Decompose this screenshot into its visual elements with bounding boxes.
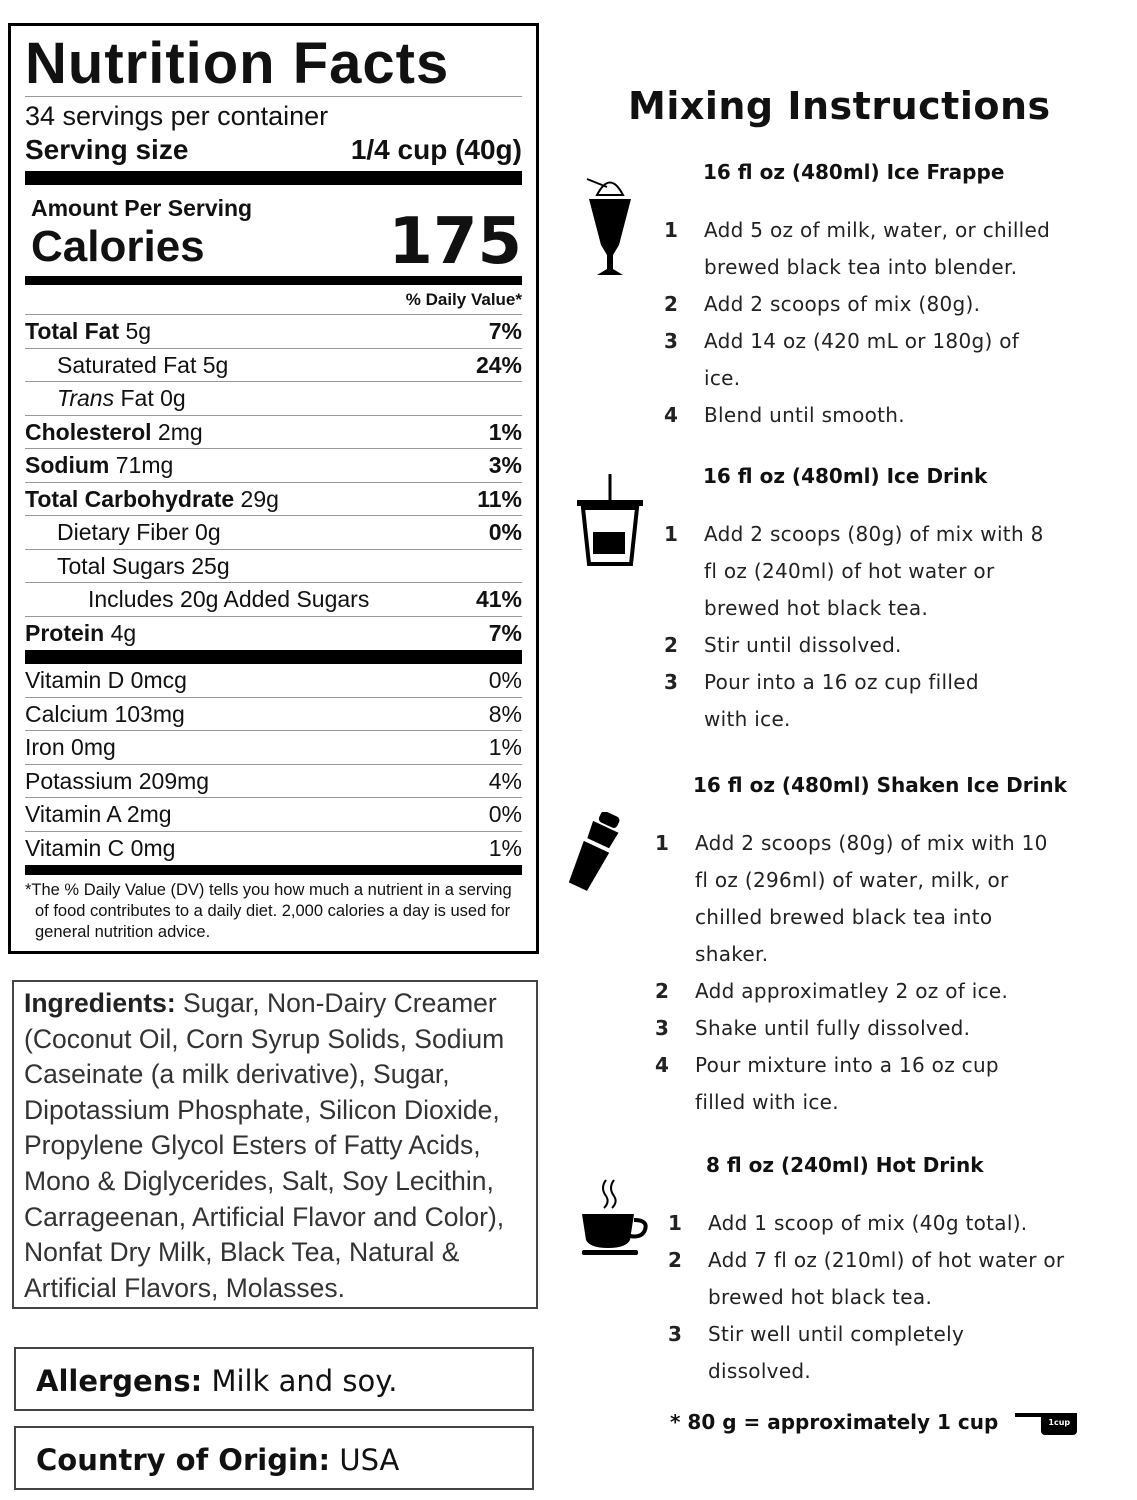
vitamin-row: Iron 0mg 1% <box>25 731 522 765</box>
step: 3 Pour into a 16 oz cup filled with ice. <box>664 670 979 731</box>
vitamin-row: Calcium 103mg 8% <box>25 698 522 731</box>
hot-drink-section: 8 fl oz (240ml) Hot Drink 1 Add 1 scoop o… <box>668 1153 1093 1390</box>
step: 2 Add 2 scoops of mix (80g). <box>664 292 981 316</box>
daily-value-footnote: *The % Daily Value (DV) tells you how mu… <box>25 881 512 941</box>
shaker-icon <box>568 812 620 891</box>
note-text: * 80 g = approximately 1 cup <box>670 1410 999 1434</box>
frappe-section: 16 fl oz (480ml) Ice Frappe 1 Add 5 oz of… <box>664 160 1089 434</box>
section-heading: 16 fl oz (480ml) Ice Frappe <box>703 160 1005 184</box>
allergens-box: Allergens: Milk and soy. <box>14 1347 534 1411</box>
allergens-label: Allergens: <box>36 1364 203 1398</box>
ingredients-text: Sugar, Non-Dairy Creamer (Coconut Oil, C… <box>24 988 505 1303</box>
allergens-text: Milk and soy. <box>202 1364 398 1398</box>
divider <box>25 865 522 875</box>
origin-text: USA <box>330 1443 400 1477</box>
ingredients-label: Ingredients: <box>24 988 176 1018</box>
step: 2 Add approximatley 2 oz of ice. <box>655 979 1009 1003</box>
step: 4 Blend until smooth. <box>664 403 905 427</box>
step: 2 Add 7 fl oz (210ml) of hot water or bre… <box>668 1248 1065 1309</box>
mixing-title: Mixing Instructions <box>628 84 1051 128</box>
vitamin-row: Potassium 209mg 4% <box>25 765 522 798</box>
step: 2 Stir until dissolved. <box>664 633 902 657</box>
calories-value: 175 <box>388 205 522 279</box>
step: 3 Shake until fully dissolved. <box>655 1016 971 1040</box>
serving-size-label: Serving size <box>25 134 189 165</box>
servings-per-container: 34 servings per container <box>25 101 329 131</box>
step: 1 Add 2 scoops (80g) of mix with 8 fl oz … <box>664 522 1044 620</box>
nutrient-row: Trans Fat 0g <box>25 382 522 416</box>
nutrient-row: Total Sugars 25g <box>25 550 522 583</box>
nutrient-row: Protein 4g 7% <box>25 619 522 646</box>
step: 1 Add 5 oz of milk, water, or chilled bre… <box>664 218 1051 279</box>
section-heading: 16 fl oz (480ml) Ice Drink <box>703 464 988 488</box>
origin-box: Country of Origin: USA <box>14 1426 534 1490</box>
hot-cup-icon <box>582 1179 648 1255</box>
daily-value-header: % Daily Value* <box>25 285 522 315</box>
frappe-glass-icon <box>586 178 631 275</box>
shaken-drink-section: 16 fl oz (480ml) Shaken Ice Drink 1 Add 2… <box>655 773 1080 1121</box>
serving-size: Serving size 1/4 cup (40g) <box>25 133 522 167</box>
step: 1 Add 2 scoops (80g) of mix with 10 fl oz… <box>655 831 1048 966</box>
ice-drink-section: 16 fl oz (480ml) Ice Drink 1 Add 2 scoops… <box>664 464 1089 738</box>
vitamin-row: Vitamin D 0mcg 0% <box>25 664 522 698</box>
nutrition-title: Nutrition Facts <box>25 32 522 97</box>
divider <box>25 650 522 664</box>
nutrient-row: Saturated Fat 5g 24% <box>25 349 522 382</box>
nutrient-row: Dietary Fiber 0g 0% <box>25 516 522 550</box>
vitamin-row: Vitamin A 2mg 0% <box>25 798 522 832</box>
nutrient-row: Sodium 71mg 3% <box>25 449 522 483</box>
origin-label: Country of Origin: <box>36 1443 331 1477</box>
amount-per-serving: Amount Per Serving <box>31 195 253 221</box>
serving-size-value: 1/4 cup (40g) <box>350 134 522 165</box>
nutrition-facts-panel: Nutrition Facts 34 servings per containe… <box>8 23 539 954</box>
step: 3 Add 14 oz (420 mL or 180g) of ice. <box>664 329 1020 390</box>
measuring-cup-icon: 1cup <box>1015 1411 1078 1437</box>
nutrient-row: Cholesterol 2mg 1% <box>25 416 522 449</box>
vitamin-row: Vitamin C 0mg 1% <box>25 834 522 861</box>
section-heading: 16 fl oz (480ml) Shaken Ice Drink <box>693 773 1067 797</box>
nutrient-row: Total Fat 5g 7% <box>25 315 522 349</box>
calories-row: Calories 175 <box>25 210 522 274</box>
nutrient-row: Total Carbohydrate 29g 11% <box>25 483 522 516</box>
divider <box>25 171 522 185</box>
ingredients-box: Ingredients: Sugar, Non-Dairy Creamer (C… <box>12 980 538 1309</box>
step: 3 Stir well until completely dissolved. <box>668 1322 965 1383</box>
section-heading: 8 fl oz (240ml) Hot Drink <box>706 1153 984 1177</box>
nutrient-row: Includes 20g Added Sugars 41% <box>25 583 522 617</box>
step: 4 Pour mixture into a 16 oz cup filled wi… <box>655 1053 999 1114</box>
cup-conversion-note: * 80 g = approximately 1 cup 1cup <box>670 1410 1078 1437</box>
calories-label: Calories <box>31 222 205 271</box>
divider <box>25 276 522 285</box>
boba-cup-icon <box>577 474 643 566</box>
step: 1 Add 1 scoop of mix (40g total). <box>668 1211 1028 1235</box>
